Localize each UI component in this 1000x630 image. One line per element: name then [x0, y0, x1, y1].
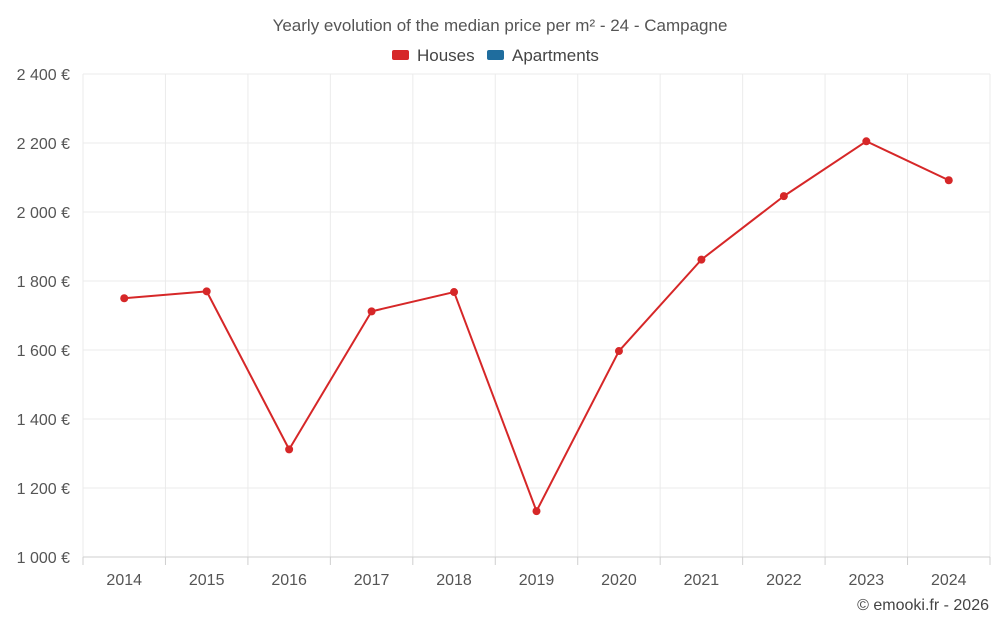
data-point-houses-2016[interactable] [285, 445, 294, 454]
x-tick-label-2014: 2014 [106, 572, 142, 589]
data-point-houses-2023[interactable] [862, 137, 871, 146]
y-tick-label: 1 200 € [17, 481, 70, 498]
x-tick-label-2016: 2016 [271, 572, 307, 589]
x-tick-label-2022: 2022 [766, 572, 802, 589]
y-tick-label: 1 800 € [17, 274, 70, 291]
y-tick-label: 2 400 € [17, 67, 70, 84]
data-point-houses-2014[interactable] [120, 294, 129, 303]
data-point-houses-2017[interactable] [367, 307, 376, 316]
y-tick-label: 2 200 € [17, 136, 70, 153]
data-point-houses-2015[interactable] [202, 287, 211, 296]
legend-item-houses[interactable]: Houses [392, 46, 475, 65]
x-tick-label-2020: 2020 [601, 572, 637, 589]
y-tick-label: 1 400 € [17, 412, 70, 429]
grid [82, 73, 991, 557]
x-tick-label-2017: 2017 [354, 572, 390, 589]
axes: 1 000 € 1 200 € 1 400 € 1 600 € 1 800 € 2 000… [17, 67, 991, 589]
data-point-houses-2020[interactable] [614, 347, 623, 356]
series-layer [120, 137, 953, 516]
legend-swatch-apartments [487, 50, 504, 60]
x-tick-label-2015: 2015 [189, 572, 225, 589]
legend-label-apartments: Apartments [512, 46, 599, 65]
y-tick-label: 1 600 € [17, 343, 70, 360]
x-tick-label-2024: 2024 [931, 572, 967, 589]
x-tick-label-2021: 2021 [684, 572, 720, 589]
data-point-houses-2019[interactable] [532, 507, 541, 516]
x-tick-label-2019: 2019 [519, 572, 555, 589]
y-tick-label: 1 000 € [17, 550, 70, 567]
data-point-houses-2018[interactable] [450, 288, 459, 297]
x-tick-label-2018: 2018 [436, 572, 472, 589]
chart-title: Yearly evolution of the median price per… [273, 16, 728, 35]
credit-text: © emooki.fr - 2026 [857, 597, 989, 614]
data-point-houses-2022[interactable] [779, 192, 788, 201]
y-tick-label: 2 000 € [17, 205, 70, 222]
legend-swatch-houses [392, 50, 409, 60]
legend-item-apartments[interactable]: Apartments [487, 46, 599, 65]
legend: Houses Apartments [392, 46, 599, 65]
legend-label-houses: Houses [417, 46, 475, 65]
x-tick-label-2023: 2023 [849, 572, 885, 589]
data-point-houses-2024[interactable] [944, 176, 953, 185]
data-point-houses-2021[interactable] [697, 255, 706, 264]
